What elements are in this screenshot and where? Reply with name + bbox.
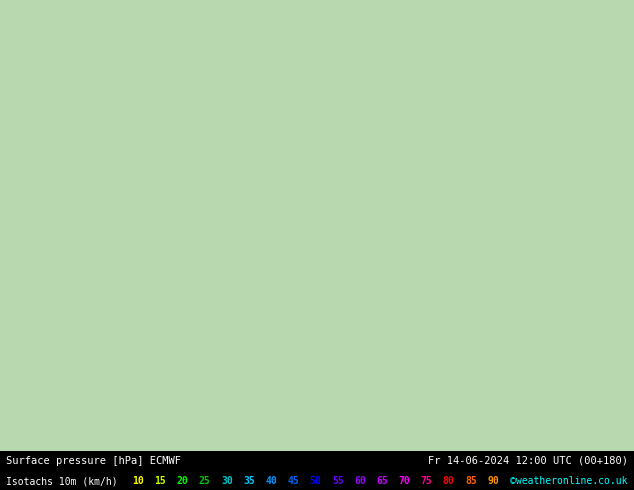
Text: 35: 35: [243, 476, 255, 487]
Text: 50: 50: [309, 476, 321, 487]
Text: 20: 20: [176, 476, 188, 487]
Text: 65: 65: [376, 476, 388, 487]
Text: ©weatheronline.co.uk: ©weatheronline.co.uk: [510, 476, 628, 487]
Text: Isotachs 10m (km/h): Isotachs 10m (km/h): [6, 476, 124, 487]
Text: 60: 60: [354, 476, 366, 487]
Text: 45: 45: [288, 476, 299, 487]
Text: 10: 10: [132, 476, 144, 487]
Text: 80: 80: [443, 476, 455, 487]
Text: 75: 75: [421, 476, 432, 487]
Text: 15: 15: [154, 476, 166, 487]
Text: 30: 30: [221, 476, 233, 487]
Text: Surface pressure [hPa] ECMWF: Surface pressure [hPa] ECMWF: [6, 456, 181, 466]
Text: 85: 85: [465, 476, 477, 487]
Text: 55: 55: [332, 476, 344, 487]
Text: 70: 70: [398, 476, 410, 487]
Text: Fr 14-06-2024 12:00 UTC (00+180): Fr 14-06-2024 12:00 UTC (00+180): [428, 456, 628, 466]
Text: 40: 40: [265, 476, 277, 487]
Text: 25: 25: [199, 476, 210, 487]
Text: 90: 90: [487, 476, 499, 487]
